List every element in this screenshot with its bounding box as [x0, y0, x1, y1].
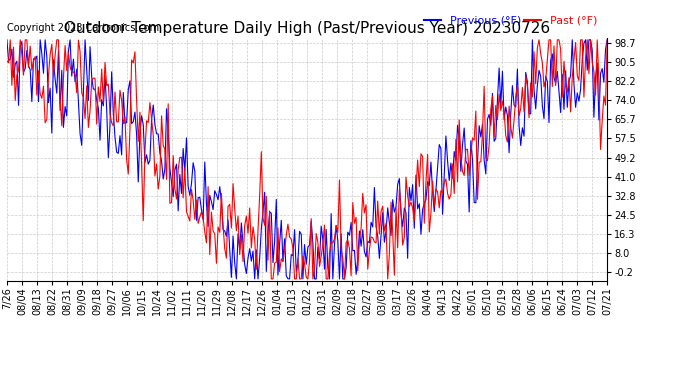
Text: Copyright 2023 Cartronics.com: Copyright 2023 Cartronics.com	[7, 22, 159, 33]
Title: Outdoor Temperature Daily High (Past/Previous Year) 20230726: Outdoor Temperature Daily High (Past/Pre…	[64, 21, 550, 36]
Legend: Previous (°F), Past (°F): Previous (°F), Past (°F)	[420, 11, 602, 30]
